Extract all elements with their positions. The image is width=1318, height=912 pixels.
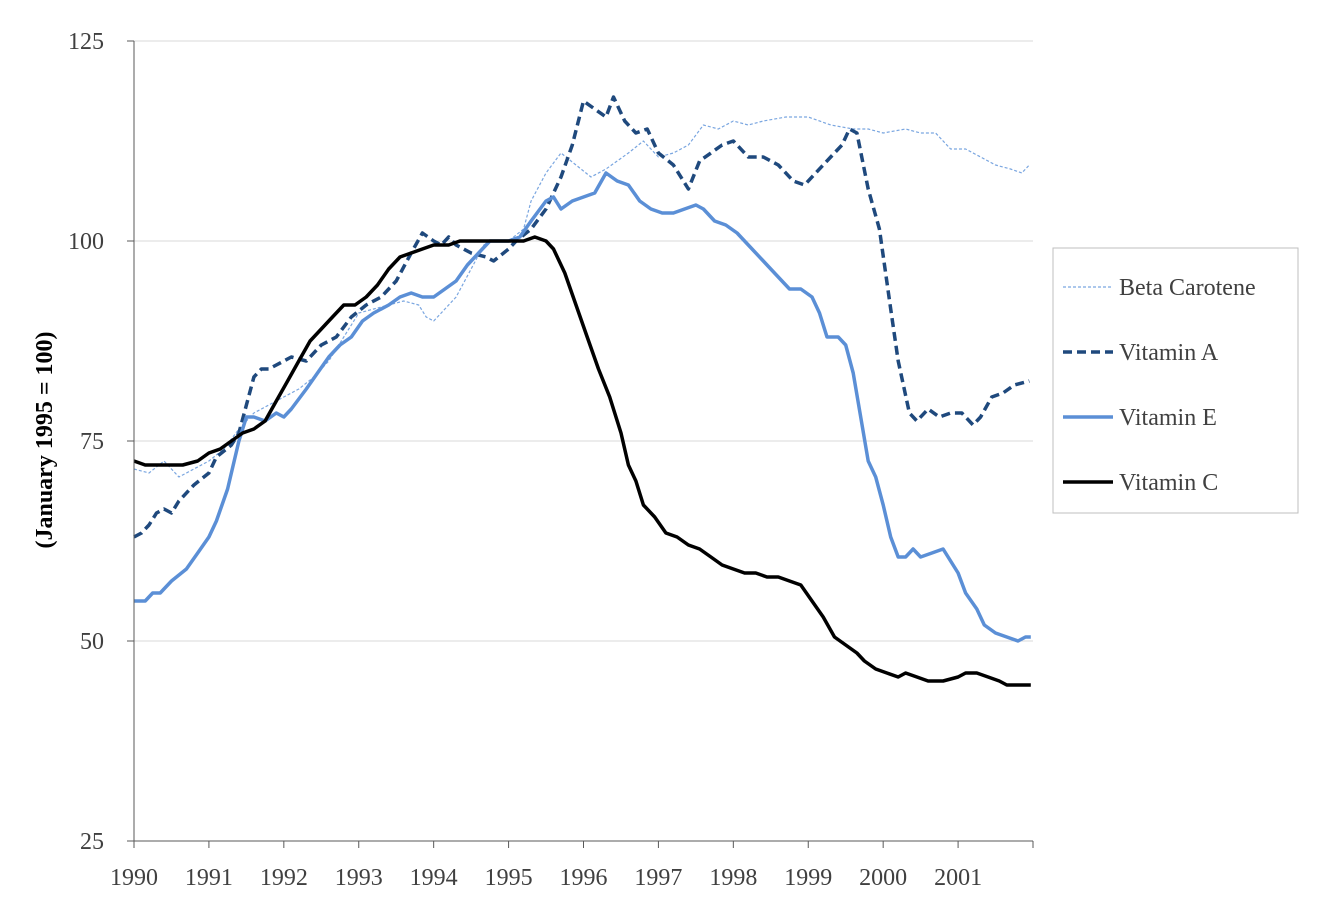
y-tick-label: 25 bbox=[80, 829, 104, 855]
x-tick-label: 1990 bbox=[110, 865, 158, 891]
y-tick-label: 100 bbox=[68, 229, 104, 255]
axes bbox=[127, 40, 1034, 848]
tick-labels: 25 50 75 100 125 1990 1991 1992 1993 1994 1995 1996… bbox=[68, 29, 982, 891]
x-tick-label: 1999 bbox=[784, 865, 832, 891]
series-lines bbox=[133, 95, 1031, 687]
x-tick-label: 1996 bbox=[560, 865, 608, 891]
legend: Beta Carotene Vitamin A Vitamin E Vitamin C bbox=[1052, 247, 1299, 514]
series-line-vitamin-e bbox=[134, 171, 1031, 643]
y-axis-label: (January 1995 = 100) bbox=[32, 331, 58, 548]
x-tick-label: 1998 bbox=[709, 865, 757, 891]
x-tick-label: 1992 bbox=[260, 865, 308, 891]
x-tick-label: 1991 bbox=[185, 865, 233, 891]
series-line-vitamin-a bbox=[133, 95, 1030, 539]
x-tick-label: 2001 bbox=[934, 865, 982, 891]
y-tick-label: 75 bbox=[80, 429, 104, 455]
legend-label: Vitamin A bbox=[1119, 340, 1219, 366]
legend-label: Vitamin C bbox=[1119, 470, 1218, 496]
x-tick-label: 1997 bbox=[634, 865, 682, 891]
y-tick-label: 125 bbox=[68, 29, 104, 55]
series-line-beta-carotene bbox=[133, 116, 1030, 478]
x-tick-label: 1993 bbox=[335, 865, 383, 891]
x-tick-label: 1995 bbox=[485, 865, 533, 891]
x-tick-label: 2000 bbox=[859, 865, 907, 891]
legend-label: Vitamin E bbox=[1119, 405, 1217, 431]
series-line-vitamin-c bbox=[133, 235, 1031, 687]
y-tick-label: 50 bbox=[80, 629, 104, 655]
gridlines bbox=[134, 40, 1033, 642]
legend-label: Beta Carotene bbox=[1119, 275, 1256, 301]
legend-box bbox=[1052, 247, 1299, 514]
x-tick-label: 1994 bbox=[410, 865, 458, 891]
